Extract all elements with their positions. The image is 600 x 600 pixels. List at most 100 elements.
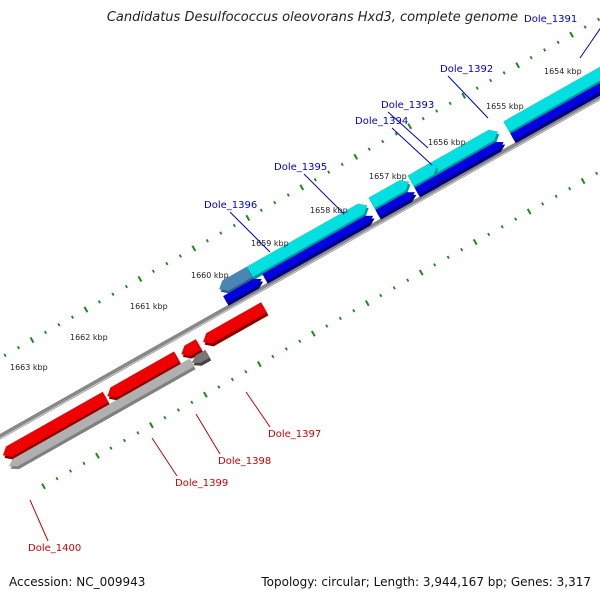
inner-tick [203, 391, 208, 398]
gene-dole-1397[interactable] [202, 301, 269, 347]
gene-track-blue-5[interactable] [262, 215, 375, 284]
outer-tick [178, 254, 182, 258]
outer-tick [407, 123, 413, 130]
gene-dole-1391[interactable] [503, 46, 600, 135]
inner-tick [433, 263, 437, 267]
outer-tick [232, 223, 236, 228]
inner-tick [55, 476, 59, 481]
gene-track-blue-6[interactable] [222, 278, 264, 306]
gene-callouts: Dole_1391 Dole_1392 Dole_1393 Dole_1394 Dole… [28, 14, 600, 554]
gene-dole-1400[interactable] [2, 391, 111, 460]
inner-tick [554, 194, 558, 198]
genome-summary: Topology: circular; Length: 3,944,167 bp… [261, 575, 591, 589]
gene-track-grey-1[interactable] [8, 358, 196, 470]
outer-tick [340, 162, 344, 167]
inner-tick [406, 278, 410, 282]
inner-tick [446, 255, 450, 260]
gene-label-dole_1395[interactable]: Dole_1395 [274, 162, 327, 173]
inner-tick-ring [41, 171, 599, 490]
kbp-label: 1658 kbp [310, 206, 348, 215]
inner-tick [244, 370, 248, 374]
gene-track-grey-2-body [191, 349, 211, 364]
inner-tick [136, 431, 140, 435]
gene-track-blue-1[interactable] [510, 58, 600, 144]
outer-tick [489, 78, 493, 83]
outer-tick [313, 177, 317, 182]
outer-tick [502, 71, 506, 75]
outer-tick [3, 353, 7, 358]
outer-tick [569, 31, 574, 38]
inner-tick [122, 438, 126, 443]
outer-tick [111, 292, 115, 296]
inner-tick [418, 269, 424, 276]
callout-line-dole_1396 [229, 211, 271, 253]
outer-tick [515, 62, 520, 69]
gene-track [2, 46, 600, 470]
outer-tick [205, 239, 209, 243]
inner-tick [149, 422, 154, 429]
gene-dole-1394[interactable] [368, 179, 411, 211]
genome-backbone [0, 94, 600, 440]
outer-tick [259, 208, 263, 212]
gene-label-dole_1397[interactable]: Dole_1397 [268, 429, 321, 440]
outer-tick [43, 330, 47, 335]
callout-line-dole_1398 [195, 413, 221, 455]
gene-dole-1393[interactable] [407, 164, 439, 189]
gene-label-dole_1394[interactable]: Dole_1394 [355, 116, 408, 127]
callout-line-dole_1392 [447, 75, 489, 119]
callout-line-dole_1394 [391, 127, 433, 166]
outer-tick [597, 17, 600, 22]
kbp-label: 1663 kbp [10, 363, 48, 372]
kbp-label: 1654 kbp [544, 67, 582, 76]
gene-label-dole_1398[interactable]: Dole_1398 [218, 456, 271, 467]
gene-label-dole_1396[interactable]: Dole_1396 [204, 200, 257, 211]
outer-tick [16, 345, 21, 350]
outer-tick [273, 200, 277, 205]
inner-tick [392, 286, 396, 290]
gene-label-dole_1399[interactable]: Dole_1399 [175, 478, 228, 489]
gene-label-dole_1392[interactable]: Dole_1392 [440, 64, 493, 75]
outer-tick [286, 193, 290, 197]
callout-line-dole_1395 [303, 173, 345, 215]
gene-dole-1396[interactable] [218, 266, 255, 294]
outer-tick [529, 55, 533, 60]
outer-tick [583, 25, 587, 29]
inner-tick [190, 400, 194, 405]
inner-tick [217, 385, 221, 389]
gene-track-grey-2[interactable] [191, 349, 212, 366]
inner-tick [568, 186, 572, 191]
inner-tick [514, 217, 518, 221]
gene-dole-1399-body [107, 351, 181, 399]
kbp-scale-labels: 1654 kbp 1655 kbp 1656 kbp 1657 kbp 1658 kbp… [10, 67, 582, 372]
callout-line-dole_1391 [579, 28, 600, 59]
gene-dole-1393-body [407, 164, 438, 187]
gene-dole-1396-body [218, 266, 253, 292]
callout-line-dole_1393 [387, 111, 429, 149]
outer-tick [461, 92, 467, 99]
gene-dole-1391-body [503, 66, 600, 133]
gene-dole-1399[interactable] [107, 351, 182, 401]
gene-label-dole_1393[interactable]: Dole_1393 [381, 100, 434, 111]
gene-track-blue-3[interactable] [414, 176, 445, 198]
outer-tick [367, 147, 371, 151]
kbp-label: 1655 kbp [486, 102, 524, 111]
inner-tick [580, 177, 586, 185]
gene-label-dole_1391[interactable]: Dole_1391 [524, 14, 577, 25]
gene-track-blue-3-body [414, 176, 444, 196]
gene-label-dole_1400[interactable]: Dole_1400 [28, 543, 81, 554]
gene-dole-1394-body [368, 179, 410, 209]
outer-tick [353, 153, 359, 160]
backbone-highlight [0, 98, 600, 440]
kbp-label: 1662 kbp [70, 333, 108, 342]
outer-tick [137, 275, 143, 283]
callout-line-dole_1399 [151, 437, 178, 477]
outer-tick [151, 269, 155, 274]
inner-tick [487, 232, 491, 237]
gene-track-blue-4[interactable] [375, 192, 417, 220]
outer-tick [57, 322, 61, 327]
outer-tick [381, 139, 385, 144]
outer-tick [97, 300, 101, 304]
inner-tick [472, 238, 478, 246]
inner-tick [284, 347, 288, 351]
